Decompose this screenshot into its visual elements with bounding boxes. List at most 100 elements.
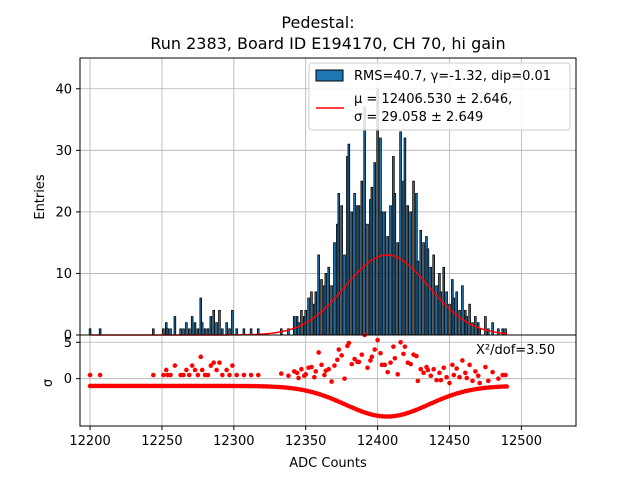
residual-point [184, 367, 189, 373]
residual-point [296, 375, 301, 381]
residual-point [181, 372, 186, 378]
histogram-bar [452, 297, 456, 336]
y-tick-label: 10 [55, 267, 72, 282]
x-tick-label: 12250 [141, 434, 182, 449]
residual-point [382, 362, 388, 368]
residual-point [441, 365, 447, 371]
x-tick-label: 12300 [213, 434, 254, 449]
histogram-bar [209, 316, 213, 336]
histogram-bar [419, 229, 422, 336]
histogram-bar [330, 285, 333, 336]
residual-point [365, 365, 370, 371]
histogram-bar [218, 309, 221, 336]
histogram-bar [310, 291, 313, 336]
residual-point [217, 360, 222, 365]
histogram-bar [327, 266, 330, 336]
residual-point [336, 347, 342, 352]
histogram-y-ticks: 0 10 20 30 40 [55, 82, 80, 344]
residual-point [402, 344, 408, 349]
histogram-bar [182, 328, 185, 336]
residual-point [477, 380, 482, 386]
residual-point [444, 374, 449, 380]
residual-point [326, 366, 332, 372]
residual-point [172, 363, 178, 368]
residual-point [168, 372, 173, 378]
histogram-bar [320, 279, 323, 336]
residual-point [349, 361, 355, 367]
x-tick-label: 12350 [285, 434, 326, 449]
histogram-bar [200, 322, 204, 336]
residual-point [339, 353, 344, 358]
residual-point [303, 372, 309, 377]
residual-grid [80, 335, 576, 426]
histogram-bar [314, 291, 318, 336]
residual-point [186, 372, 192, 378]
histogram-bar [300, 309, 303, 336]
residual-point [437, 370, 442, 376]
residual-point [375, 337, 380, 343]
histogram-bar [412, 180, 415, 336]
residual-point [447, 380, 452, 386]
residual-point [467, 362, 472, 368]
residual-point [425, 367, 431, 373]
chart-title-line2: Run 2383, Board ID E194170, CH 70, hi ga… [150, 34, 505, 53]
residual-point [234, 372, 240, 378]
residual-point [335, 357, 340, 363]
histogram-bar [380, 211, 384, 336]
residual-point [470, 378, 475, 384]
residual-point [464, 375, 470, 381]
residual-point [87, 372, 93, 378]
y-tick-label: 20 [55, 205, 72, 220]
residual-point [378, 350, 383, 356]
residual-point [332, 363, 337, 368]
residual-point [195, 372, 201, 378]
residual-point [475, 373, 481, 379]
histogram-bar [435, 285, 438, 336]
histogram-bar [228, 328, 231, 336]
histogram-bar [383, 211, 387, 336]
x-tick-label: 12200 [69, 434, 110, 449]
histogram-bar [478, 328, 481, 336]
histogram-bar [366, 223, 369, 336]
histogram-bar [231, 309, 234, 336]
residual-point [368, 358, 373, 363]
residual-point [454, 366, 459, 371]
residual-point [224, 367, 229, 373]
chi2-annotation: X²/dof=3.50 [476, 343, 555, 358]
residual-point [255, 372, 261, 378]
residual-point [248, 372, 254, 378]
residual-point [418, 366, 424, 372]
residual-point [496, 376, 501, 381]
residual-point [346, 340, 352, 346]
y-tick-label: 0 [64, 329, 72, 344]
histogram-bar [465, 316, 468, 336]
histogram-bar [461, 285, 464, 336]
residual-point [434, 377, 439, 383]
histogram-bar [324, 273, 328, 336]
residual-model-points [87, 383, 510, 419]
residual-point [278, 371, 284, 376]
residual-point [356, 359, 362, 365]
residual-point [342, 376, 347, 381]
residual-point [462, 370, 468, 376]
x-axis-label: ADC Counts [289, 456, 367, 471]
histogram-bar [152, 328, 155, 336]
histogram-bar [393, 193, 397, 336]
x-axis-ticks: 12200 12250 12300 12350 12400 12450 12500 [69, 426, 542, 449]
residual-point [408, 361, 413, 367]
residual-point [205, 372, 211, 378]
histogram-bar [426, 248, 430, 336]
histogram-bar [88, 328, 92, 336]
residual-point [312, 374, 317, 380]
residual-axes-frame [79, 334, 577, 427]
y-tick-label: 30 [55, 144, 72, 159]
residual-point [391, 344, 396, 349]
residual-point [414, 353, 419, 359]
histogram-bar [389, 205, 392, 336]
histogram-bar [455, 291, 458, 336]
residual-y-ticks: 05 [64, 336, 80, 387]
legend-fit-label-line1: μ = 12406.530 ± 2.646, [354, 92, 512, 107]
residual-point [161, 372, 166, 378]
x-tick-label: 12400 [357, 434, 398, 449]
